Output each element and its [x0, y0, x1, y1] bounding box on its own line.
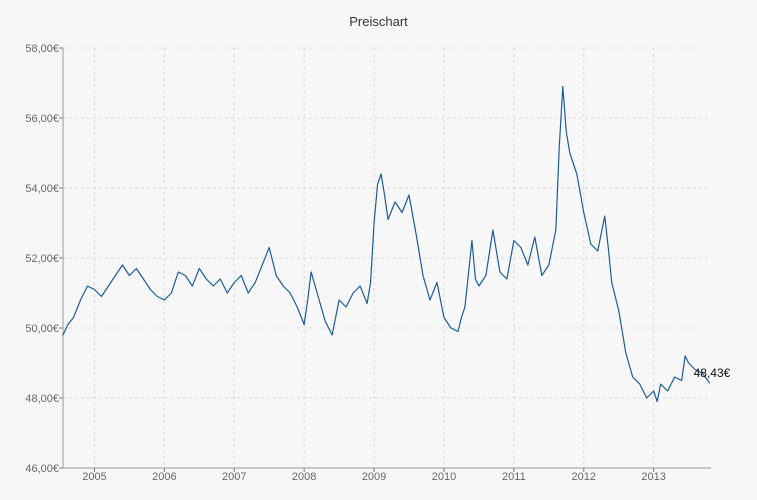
x-tick-label: 2012 — [572, 471, 596, 483]
grid-layer — [63, 47, 711, 468]
series-layer — [62, 85, 711, 403]
chart-title: Preischart — [349, 14, 408, 29]
x-tick-label: 2009 — [362, 471, 386, 483]
last-price-label: 48,43€ — [694, 366, 731, 380]
y-tick-label: 46,00€ — [25, 463, 59, 475]
y-tick-label: 48,00€ — [25, 393, 59, 405]
x-tick-label: 2010 — [432, 471, 456, 483]
x-tick-label: 2008 — [292, 471, 316, 483]
y-tick-label: 54,00€ — [25, 183, 59, 195]
axis-layer — [59, 47, 711, 472]
y-tick-label: 52,00€ — [25, 253, 59, 265]
y-tick-label: 58,00€ — [25, 43, 59, 55]
x-tick-label: 2007 — [222, 471, 246, 483]
x-tick-label: 2011 — [502, 471, 526, 483]
y-tick-label: 50,00€ — [25, 323, 59, 335]
x-tick-label: 2006 — [152, 471, 176, 483]
x-tick-label: 2013 — [641, 471, 665, 483]
x-tick-label: 2005 — [82, 471, 106, 483]
y-tick-label: 56,00€ — [25, 113, 59, 125]
price-series-line — [62, 85, 711, 403]
label-layer: 46,00€ 48,00€ 50,00€ 52,00€ 54,00€ 56,00€ 58,0… — [25, 43, 730, 483]
